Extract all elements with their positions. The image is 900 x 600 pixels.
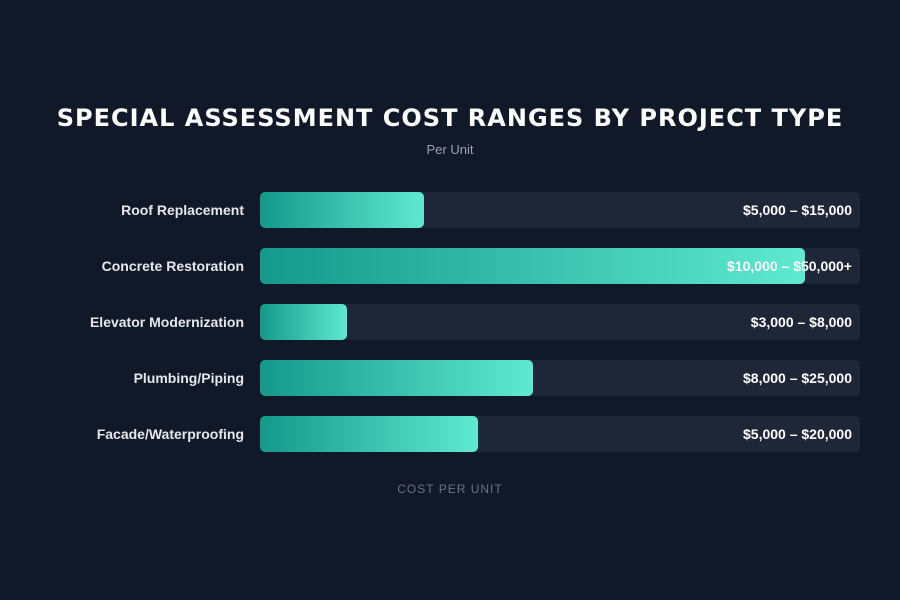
category-label: Elevator Modernization [89, 314, 244, 330]
bar [260, 248, 806, 284]
value-label: $5,000 – $15,000 [743, 202, 852, 218]
x-axis-label: COST PER UNIT [397, 482, 503, 496]
bar-track: $3,000 – $8,000 [260, 304, 860, 340]
bar-row: Elevator Modernization $3,000 – $8,000 [0, 304, 900, 340]
bar-row: Concrete Restoration $10,000 – $50,000+ [0, 248, 900, 284]
bar-track: $10,000 – $50,000+ [260, 248, 860, 284]
bar-track: $8,000 – $25,000 [260, 360, 860, 396]
bar-track: $5,000 – $20,000 [260, 416, 860, 452]
value-label: $3,000 – $8,000 [750, 314, 852, 330]
chart-title: SPECIAL ASSESSMENT COST RANGES BY PROJEC… [56, 104, 844, 132]
category-label: Facade/Waterproofing [96, 426, 244, 442]
bar-row: Roof Replacement $5,000 – $15,000 [0, 192, 900, 228]
bar-track: $5,000 – $15,000 [260, 192, 860, 228]
category-label: Roof Replacement [121, 202, 244, 218]
value-label: $10,000 – $50,000+ [727, 258, 852, 274]
bar [260, 416, 479, 452]
bar-row: Facade/Waterproofing $5,000 – $20,000 [0, 416, 900, 452]
bar [260, 360, 533, 396]
category-label: Concrete Restoration [101, 258, 244, 274]
chart-subtitle: Per Unit [426, 142, 474, 157]
bar [260, 304, 348, 340]
bar [260, 192, 424, 228]
value-label: $5,000 – $20,000 [743, 426, 852, 442]
value-label: $8,000 – $25,000 [743, 370, 852, 386]
category-label: Plumbing/Piping [133, 370, 244, 386]
bar-row: Plumbing/Piping $8,000 – $25,000 [0, 360, 900, 396]
